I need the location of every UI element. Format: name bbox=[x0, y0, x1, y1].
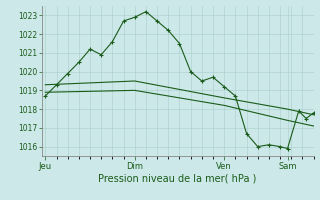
X-axis label: Pression niveau de la mer( hPa ): Pression niveau de la mer( hPa ) bbox=[99, 173, 257, 183]
